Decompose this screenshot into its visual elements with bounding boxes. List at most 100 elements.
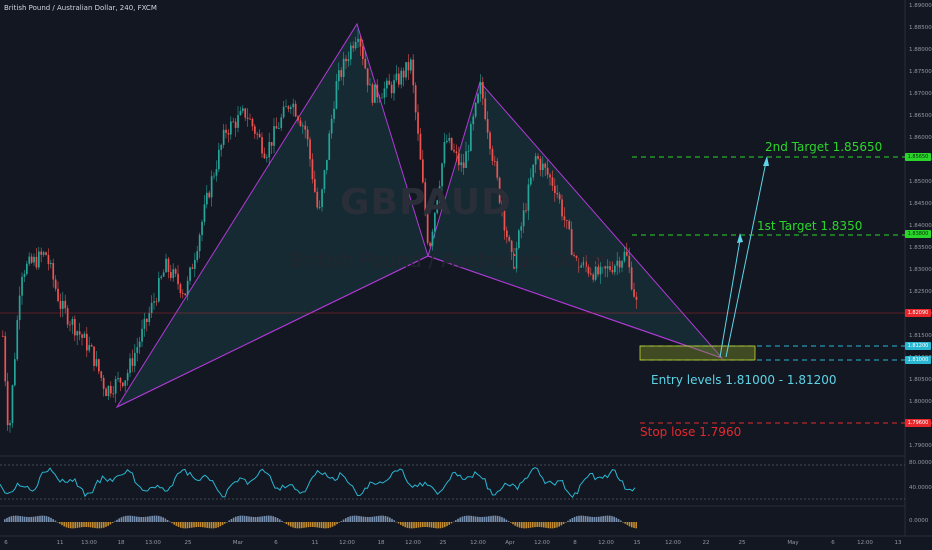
candle-body	[143, 318, 146, 329]
macd-bar	[96, 522, 98, 529]
macd-bar	[556, 522, 558, 528]
macd-bar	[169, 521, 171, 523]
macd-bar	[452, 521, 455, 523]
macd-bar	[510, 522, 512, 523]
macd-bar	[230, 518, 233, 522]
macd-bar	[177, 522, 180, 528]
macd-bar	[380, 515, 382, 522]
macd-bar	[378, 515, 380, 522]
macd-bar	[587, 516, 589, 522]
macd-bar	[571, 517, 574, 522]
macd-bar	[426, 522, 428, 528]
price-tick: 1.85000	[909, 179, 932, 185]
macd-bar	[41, 515, 43, 522]
candle-body	[126, 372, 129, 381]
macd-bar	[219, 522, 222, 527]
macd-bar	[61, 522, 63, 526]
macd-bar	[303, 522, 305, 528]
macd-bar	[103, 522, 105, 528]
candle-body	[30, 256, 33, 263]
candle-body	[501, 202, 503, 211]
macd-bar	[74, 522, 76, 529]
candle-body	[525, 210, 527, 212]
macd-bar	[320, 522, 323, 529]
candle-body	[69, 324, 71, 326]
candle-body	[134, 352, 136, 366]
macd-bar	[114, 521, 116, 522]
candle-body	[165, 258, 167, 273]
candle-body	[88, 345, 91, 351]
macd-bar	[232, 517, 235, 522]
candle-body	[246, 117, 249, 119]
macd-bar	[505, 519, 508, 522]
candle-body	[280, 117, 283, 129]
harmonic-pattern	[115, 22, 724, 409]
candle-body	[453, 149, 455, 152]
time-tick: 25	[738, 540, 746, 546]
macd-bar	[56, 522, 59, 523]
candle-body	[527, 184, 530, 211]
candle-body	[602, 266, 604, 268]
macd-bar	[59, 522, 61, 524]
macd-bar	[529, 522, 532, 528]
macd-bar	[369, 516, 371, 522]
macd-bar	[468, 515, 470, 522]
candle-body	[141, 328, 143, 342]
macd-bar	[327, 522, 329, 529]
macd-bar	[439, 522, 442, 529]
time-tick: May	[787, 540, 799, 546]
macd-bar	[461, 516, 464, 522]
candle-body	[530, 177, 532, 185]
candle-body	[213, 175, 215, 177]
time-tick: 25	[184, 540, 192, 546]
macd-bar	[598, 516, 600, 522]
candle-body	[76, 331, 79, 336]
candle-body	[422, 159, 424, 183]
price-tick: 1.88500	[909, 25, 932, 31]
macd-bar	[342, 519, 345, 522]
candle-body	[522, 210, 525, 227]
candle-body	[326, 159, 328, 171]
candle-body	[114, 379, 117, 394]
macd-bar	[562, 522, 565, 524]
candle-body	[105, 388, 107, 397]
candle-body	[450, 137, 453, 150]
candle-body	[268, 142, 271, 158]
macd-bar	[228, 520, 230, 522]
macd-bar	[67, 522, 70, 529]
candle-body	[592, 274, 595, 280]
candle-body	[62, 300, 64, 309]
macd-bar	[430, 522, 433, 528]
price-tick: 1.89000	[909, 3, 932, 9]
macd-bar	[604, 515, 607, 522]
candle-body	[479, 81, 482, 94]
candle-body	[410, 59, 412, 71]
macd-bar	[204, 522, 206, 528]
macd-bar	[356, 515, 358, 522]
candle-body	[412, 59, 415, 86]
candle-body	[90, 345, 93, 347]
macd-bar	[87, 522, 90, 528]
macd-bar	[408, 522, 411, 529]
macd-bar	[158, 515, 160, 522]
candle-body	[237, 114, 239, 128]
macd-bar	[85, 522, 87, 528]
entry-high-price-badge: 1.81200	[905, 342, 931, 350]
time-tick: 6	[274, 540, 278, 546]
macd-bar	[496, 515, 499, 522]
macd-bar	[164, 518, 167, 522]
candle-body	[417, 112, 419, 134]
price-tick: 1.82500	[909, 289, 932, 295]
macd-bar	[285, 522, 288, 525]
candle-body	[398, 73, 400, 85]
macd-bar	[347, 517, 349, 522]
macd-bar	[52, 519, 54, 522]
macd-bar	[30, 516, 32, 522]
candle-body	[477, 93, 479, 103]
macd-bar	[582, 515, 585, 522]
macd-bar	[237, 516, 239, 522]
macd-bar	[351, 515, 354, 522]
candle-body	[306, 129, 309, 140]
macd-bar	[512, 522, 514, 525]
